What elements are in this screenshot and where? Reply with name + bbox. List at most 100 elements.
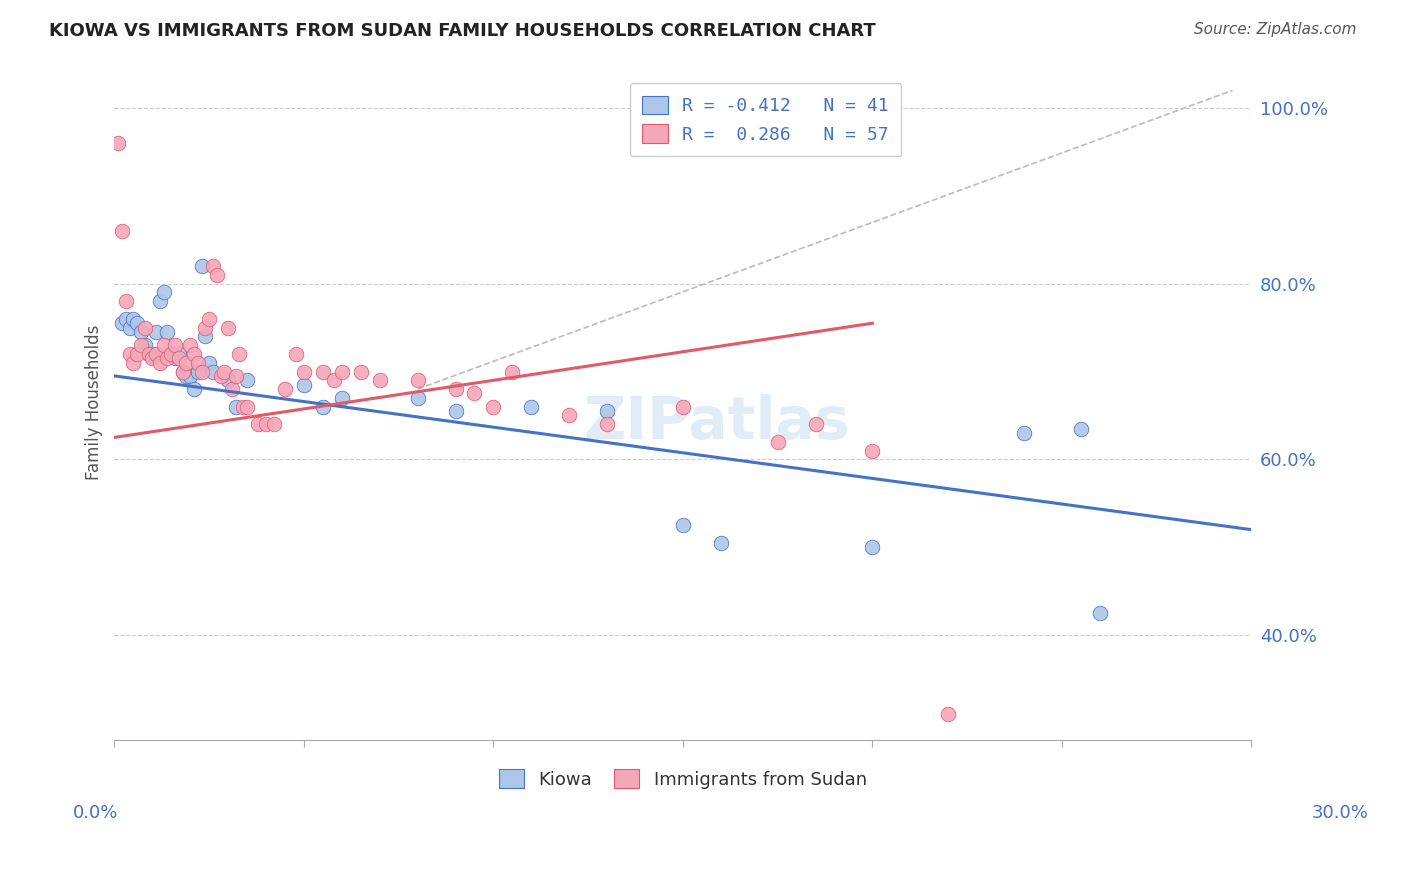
Point (247, 417, 270, 432)
Point (274, 382, 297, 396)
Point (444, 382, 467, 396)
Point (179, 338, 201, 352)
Point (710, 536, 733, 550)
Point (672, 400, 695, 414)
Point (1070, 422, 1092, 436)
Point (156, 351, 179, 366)
Point (936, 707, 959, 722)
Point (201, 365, 224, 379)
Point (152, 285, 174, 300)
Point (312, 400, 335, 414)
Point (766, 434, 789, 449)
Point (198, 311, 221, 326)
Point (190, 365, 212, 379)
Point (134, 338, 156, 352)
Point (187, 356, 209, 370)
Point (201, 259, 224, 273)
Point (160, 347, 183, 361)
Point (368, 373, 391, 387)
Point (482, 400, 505, 414)
Point (183, 382, 205, 396)
Point (350, 365, 373, 379)
Point (596, 404, 619, 418)
Point (141, 347, 163, 361)
Point (114, 311, 136, 326)
Point (127, 347, 149, 361)
Point (209, 368, 232, 383)
Point (672, 518, 695, 533)
Point (187, 365, 209, 379)
Point (406, 391, 429, 405)
Point (167, 351, 190, 366)
Point (406, 373, 429, 387)
Point (263, 417, 285, 432)
Point (194, 329, 217, 343)
Text: 30.0%: 30.0% (1312, 804, 1368, 822)
Point (520, 400, 543, 414)
Point (165, 351, 187, 366)
Point (221, 382, 243, 396)
Point (129, 338, 152, 352)
Point (194, 320, 217, 334)
Point (463, 386, 485, 401)
Point (111, 316, 134, 330)
Point (138, 347, 160, 361)
Point (122, 311, 145, 326)
Point (176, 368, 198, 383)
Point (145, 325, 167, 339)
Point (138, 347, 160, 361)
Point (172, 365, 194, 379)
Text: ZIPatlas: ZIPatlas (583, 394, 851, 451)
Point (236, 373, 259, 387)
Point (127, 316, 149, 330)
Legend: Kiowa, Immigrants from Sudan: Kiowa, Immigrants from Sudan (492, 762, 875, 796)
Point (1088, 606, 1111, 620)
Point (232, 400, 254, 414)
Point (167, 347, 190, 361)
Point (225, 400, 247, 414)
Text: 0.0%: 0.0% (73, 804, 118, 822)
Point (214, 365, 236, 379)
Point (292, 377, 315, 392)
Point (596, 417, 619, 432)
Point (292, 365, 315, 379)
Point (190, 259, 212, 273)
Point (198, 356, 221, 370)
Text: Source: ZipAtlas.com: Source: ZipAtlas.com (1194, 22, 1357, 37)
Point (114, 294, 136, 309)
Point (225, 368, 247, 383)
Point (183, 347, 205, 361)
Point (152, 338, 174, 352)
Point (860, 540, 883, 554)
Point (129, 325, 152, 339)
Point (217, 320, 239, 334)
Point (156, 325, 179, 339)
Point (172, 365, 194, 379)
Y-axis label: Family Households: Family Households (86, 325, 103, 480)
Point (254, 417, 277, 432)
Point (118, 347, 141, 361)
Point (107, 136, 129, 150)
Point (558, 409, 581, 423)
Point (312, 365, 335, 379)
Point (330, 391, 353, 405)
Point (145, 347, 167, 361)
Point (149, 294, 172, 309)
Point (860, 443, 883, 458)
Point (236, 400, 259, 414)
Point (165, 338, 187, 352)
Point (330, 365, 353, 379)
Point (217, 373, 239, 387)
Point (285, 347, 308, 361)
Point (118, 320, 141, 334)
Point (179, 368, 201, 383)
Point (134, 320, 156, 334)
Text: KIOWA VS IMMIGRANTS FROM SUDAN FAMILY HOUSEHOLDS CORRELATION CHART: KIOWA VS IMMIGRANTS FROM SUDAN FAMILY HO… (49, 22, 876, 40)
Point (205, 268, 228, 282)
Point (176, 356, 198, 370)
Point (228, 347, 250, 361)
Point (160, 347, 183, 361)
Point (149, 356, 172, 370)
Point (501, 365, 523, 379)
Point (323, 373, 346, 387)
